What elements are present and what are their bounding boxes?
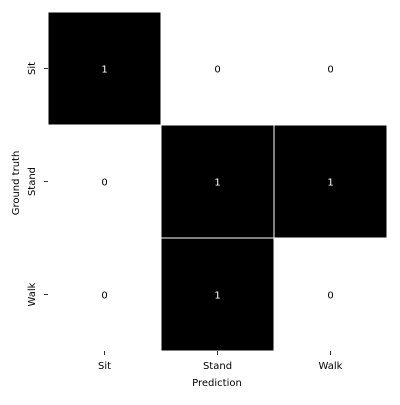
y-axis-title: Ground truth: [11, 151, 22, 216]
heatmap-cell: [273, 11, 388, 126]
y-tick-label: Walk: [27, 282, 38, 306]
heatmap-cells: 1 0 0 0 1 1 0 1 0: [47, 11, 388, 352]
x-axis-ticks: Sit Stand Walk: [98, 351, 343, 372]
x-axis-title: Prediction: [192, 378, 242, 389]
heatmap-cell: [160, 237, 275, 352]
cell-value-label: 1: [214, 291, 220, 302]
cell-value-label: 1: [101, 65, 107, 76]
x-tick-label: Walk: [319, 361, 343, 372]
y-tick-label: Sit: [27, 62, 38, 75]
cell-value-label: 1: [214, 178, 220, 189]
heatmap-cell: [160, 124, 275, 239]
x-tick-label: Stand: [203, 361, 232, 372]
heatmap-cell: [273, 124, 388, 239]
heatmap-cell: [160, 11, 275, 126]
cell-value-label: 0: [101, 291, 107, 302]
cell-value-label: 0: [327, 291, 333, 302]
cell-value-label: 0: [327, 65, 333, 76]
y-tick-label: Stand: [27, 167, 38, 196]
heatmap-cell: [47, 124, 162, 239]
cell-value-label: 1: [327, 178, 333, 189]
x-tick-label: Sit: [98, 361, 111, 372]
cell-value-label: 0: [214, 65, 220, 76]
heatmap-cell: [47, 11, 162, 126]
y-axis-ticks: Sit Stand Walk: [27, 62, 48, 306]
cell-value-label: 0: [101, 178, 107, 189]
